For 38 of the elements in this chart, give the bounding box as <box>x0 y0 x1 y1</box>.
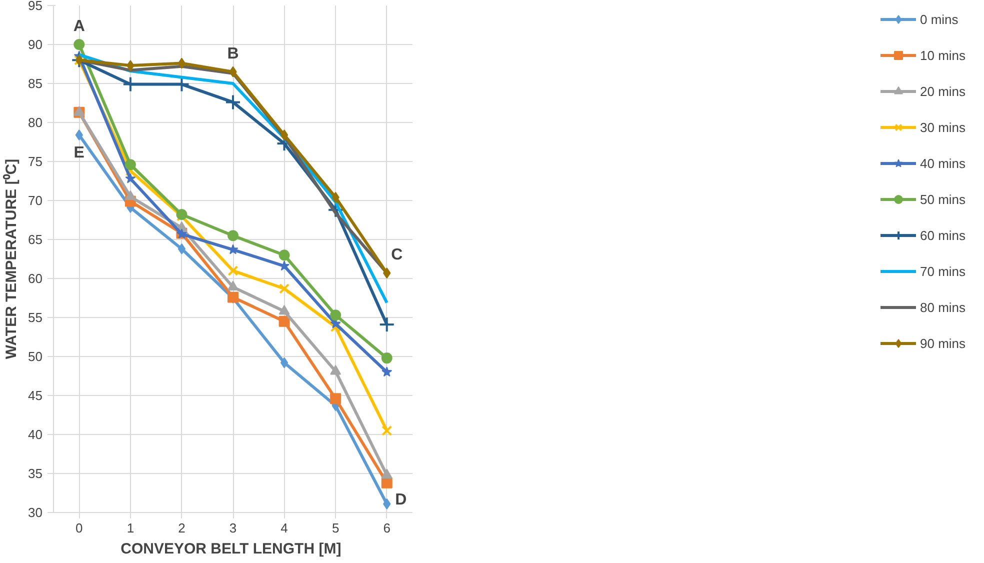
x-tick-label: 1 <box>126 520 134 536</box>
y-tick-label: 55 <box>28 310 43 325</box>
annotation: A <box>73 18 86 35</box>
y-tick-label: 65 <box>28 232 43 247</box>
x-tick-label: 6 <box>383 520 390 536</box>
annotation: D <box>395 491 407 508</box>
x-axis-title: CONVEYOR BELT LENGTH [M] <box>120 540 342 558</box>
y-tick-label: 95 <box>28 0 43 13</box>
legend-label: 90 mins <box>920 336 967 350</box>
x-tick-label: 5 <box>332 520 340 536</box>
legend-label: 60 mins <box>920 228 967 242</box>
annotation: E <box>74 144 85 162</box>
y-tick-label: 70 <box>28 193 43 208</box>
legend-label: 50 mins <box>920 192 967 206</box>
x-tick-label: 2 <box>178 520 186 536</box>
x-tick-label: 0 <box>76 520 83 536</box>
y-tick-label: 75 <box>28 154 43 169</box>
x-tick-label: 3 <box>229 520 237 536</box>
y-tick-label: 35 <box>28 466 43 481</box>
y-tick-label: 50 <box>28 349 43 364</box>
x-tick-label: 4 <box>280 520 288 536</box>
y-tick-label: 80 <box>28 115 43 130</box>
y-tick-label: 60 <box>28 271 43 286</box>
legend-label: 0 mins <box>920 12 960 26</box>
annotation: C <box>391 246 404 264</box>
legend-label: 10 mins <box>920 48 967 62</box>
legend-label: 40 mins <box>920 156 967 170</box>
y-tick-label: 40 <box>28 427 43 442</box>
legend-label: 80 mins <box>920 300 967 314</box>
y-tick-label: 30 <box>28 505 43 520</box>
y-tick-label: 90 <box>28 37 43 52</box>
y-axis-title: WATER TEMPERATURE [⁰C] <box>2 158 20 360</box>
legend-label: 20 mins <box>920 84 967 98</box>
legend-label: 70 mins <box>920 264 967 278</box>
legend-label: 30 mins <box>920 120 967 134</box>
annotation: B <box>227 45 239 62</box>
y-tick-label: 45 <box>28 388 43 403</box>
y-tick-label: 85 <box>28 76 43 91</box>
